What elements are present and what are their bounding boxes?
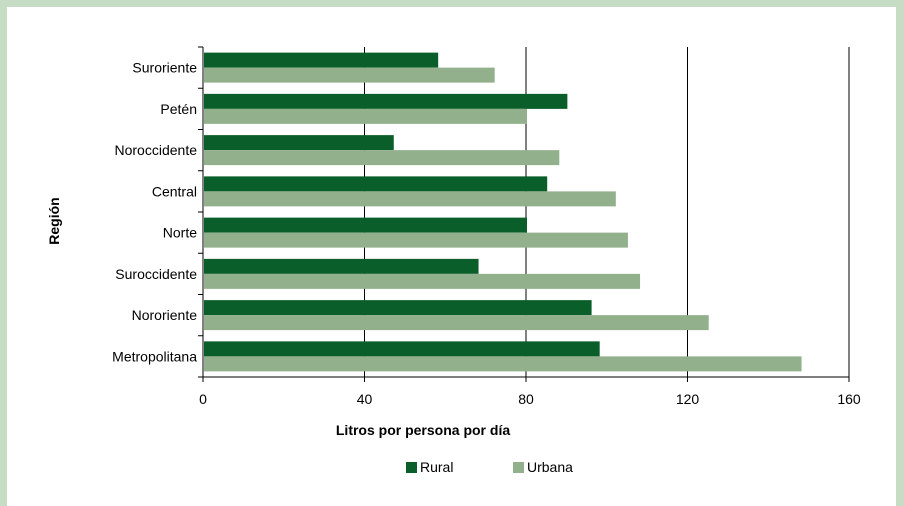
category-label: Metropolitana [112,348,197,364]
bar-urbana [204,150,560,166]
bar-rural [204,52,439,68]
bar-rural [204,93,568,109]
category-label: Nororiente [132,307,198,323]
x-tick-label: 80 [518,391,534,407]
bar-urbana [204,232,628,248]
category-label: Central [152,183,197,199]
legend-label-urbana: Urbana [527,459,573,475]
x-tick-label: 0 [199,391,207,407]
y-axis-title: Región [46,197,62,244]
bars [204,52,802,372]
bar-urbana [204,315,709,331]
bar-rural [204,217,527,233]
x-tick-label: 40 [357,391,373,407]
legend: Rural Urbana [406,459,573,475]
bar-chart: 0 40 80 120 160 Suroriente Petén Noroccidente Ce… [46,46,861,475]
bar-rural [204,341,600,357]
chart-panel: 0 40 80 120 160 Suroriente Petén Noroccidente Ce… [7,7,896,506]
bar-urbana [204,273,641,289]
category-label: Norte [163,225,197,241]
bar-rural [204,300,592,316]
axes: 0 40 80 120 160 Suroriente Petén Noroccidente Ce… [112,46,861,407]
bar-urbana [204,191,616,207]
legend-label-rural: Rural [420,459,453,475]
x-tick-label: 160 [837,391,861,407]
bar-urbana [204,108,527,124]
x-axis-title: Litros por persona por día [336,422,510,438]
legend-swatch-urbana [513,462,524,473]
bar-urbana [204,67,495,83]
bar-rural [204,176,548,192]
category-label: Suroccidente [115,266,197,282]
category-label: Petén [160,101,197,117]
category-label: Noroccidente [115,142,198,158]
category-label: Suroriente [132,60,197,76]
bar-rural [204,258,479,274]
x-tick-label: 120 [676,391,700,407]
bar-rural [204,135,394,151]
bar-urbana [204,356,802,372]
legend-swatch-rural [406,462,417,473]
